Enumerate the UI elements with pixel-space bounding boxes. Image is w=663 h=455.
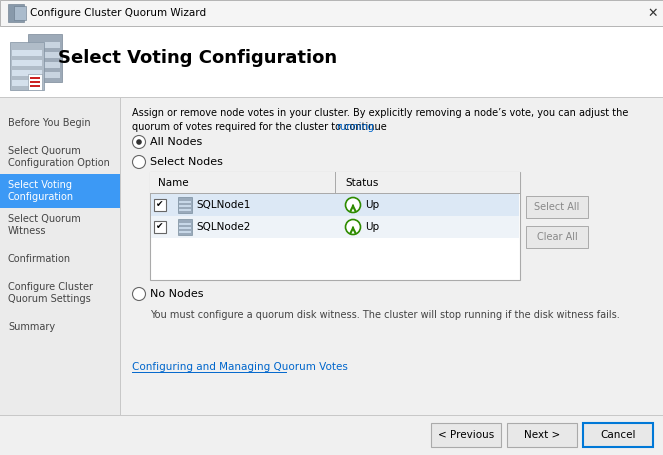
Bar (30, 42, 60, 48)
Text: Configuration Option: Configuration Option (8, 158, 110, 168)
Bar (0, 174, 120, 208)
Text: quorum of votes required for the cluster to continue: quorum of votes required for the cluster… (132, 122, 390, 132)
Bar (12, 60, 42, 66)
Bar (150, 172, 520, 194)
Text: Up: Up (365, 200, 379, 210)
Text: No Nodes: No Nodes (150, 289, 204, 299)
Bar (526, 196, 588, 218)
Text: Summary: Summary (8, 322, 55, 332)
Text: SQLNode2: SQLNode2 (196, 222, 251, 232)
Bar (30, 52, 60, 58)
Text: Select Quorum: Select Quorum (8, 146, 81, 156)
Text: Select Voting Configuration: Select Voting Configuration (58, 49, 337, 67)
Text: SQLNode1: SQLNode1 (196, 200, 251, 210)
Bar (12, 70, 42, 76)
Text: Configure Cluster: Configure Cluster (8, 282, 93, 292)
Text: Witness: Witness (8, 226, 46, 236)
Bar (0, 0, 663, 26)
Text: < Previous: < Previous (438, 430, 494, 440)
Text: ✔: ✔ (156, 201, 164, 209)
Bar (28, 74, 42, 90)
Bar (179, 204, 191, 207)
Bar (178, 219, 192, 235)
Bar (30, 85, 40, 87)
Bar (28, 34, 62, 82)
Text: All Nodes: All Nodes (150, 137, 202, 147)
Text: You must configure a quorum disk witness. The cluster will stop running if the d: You must configure a quorum disk witness… (150, 310, 620, 320)
Bar (526, 226, 588, 248)
Text: Select Quorum: Select Quorum (8, 214, 81, 224)
Text: Status: Status (345, 178, 379, 188)
Circle shape (345, 197, 361, 212)
Text: Name: Name (158, 178, 189, 188)
Bar (0, 26, 663, 98)
Bar (12, 50, 42, 56)
Bar (179, 222, 191, 225)
Bar (179, 231, 191, 233)
Text: Select Nodes: Select Nodes (150, 157, 223, 167)
Text: Assign or remove node votes in your cluster. By explicitly removing a node’s vot: Assign or remove node votes in your clus… (132, 108, 629, 118)
Bar (10, 42, 44, 90)
Bar (120, 98, 121, 415)
Text: Quorum Settings: Quorum Settings (8, 294, 91, 304)
Circle shape (136, 139, 142, 145)
Bar (30, 62, 60, 68)
Bar (0, 415, 663, 455)
Bar (30, 81, 40, 83)
Bar (150, 172, 520, 280)
Bar (179, 227, 191, 229)
Bar (179, 208, 191, 211)
Text: Cancel: Cancel (600, 430, 636, 440)
Bar (151, 194, 519, 216)
Bar (179, 201, 191, 203)
Text: Configuring and Managing Quorum Votes: Configuring and Managing Quorum Votes (132, 362, 348, 372)
Text: Clear All: Clear All (536, 232, 577, 242)
Bar (583, 423, 653, 447)
Bar (178, 197, 192, 213)
Text: Confirmation: Confirmation (8, 254, 71, 264)
Bar (0, 97, 663, 98)
Text: ✔: ✔ (156, 222, 164, 232)
Bar (14, 6, 26, 20)
Text: Select All: Select All (534, 202, 579, 212)
Bar (507, 423, 577, 447)
Circle shape (133, 156, 145, 168)
Bar (154, 221, 166, 233)
Bar (154, 199, 166, 211)
Text: Before You Begin: Before You Begin (8, 118, 91, 128)
Bar (431, 423, 501, 447)
Text: Configuration: Configuration (8, 192, 74, 202)
Bar (0, 98, 120, 415)
Circle shape (133, 288, 145, 300)
Bar (30, 72, 60, 78)
Text: ✕: ✕ (648, 6, 658, 20)
Text: running.: running. (336, 122, 377, 132)
Text: Configure Cluster Quorum Wizard: Configure Cluster Quorum Wizard (30, 8, 206, 18)
Text: Up: Up (365, 222, 379, 232)
Circle shape (345, 219, 361, 234)
Text: Next >: Next > (524, 430, 560, 440)
Bar (151, 216, 519, 238)
Circle shape (133, 136, 145, 148)
Bar (30, 77, 40, 79)
Text: Select Voting: Select Voting (8, 180, 72, 190)
Bar (8, 4, 24, 22)
Bar (12, 80, 42, 86)
Bar (150, 193, 520, 194)
